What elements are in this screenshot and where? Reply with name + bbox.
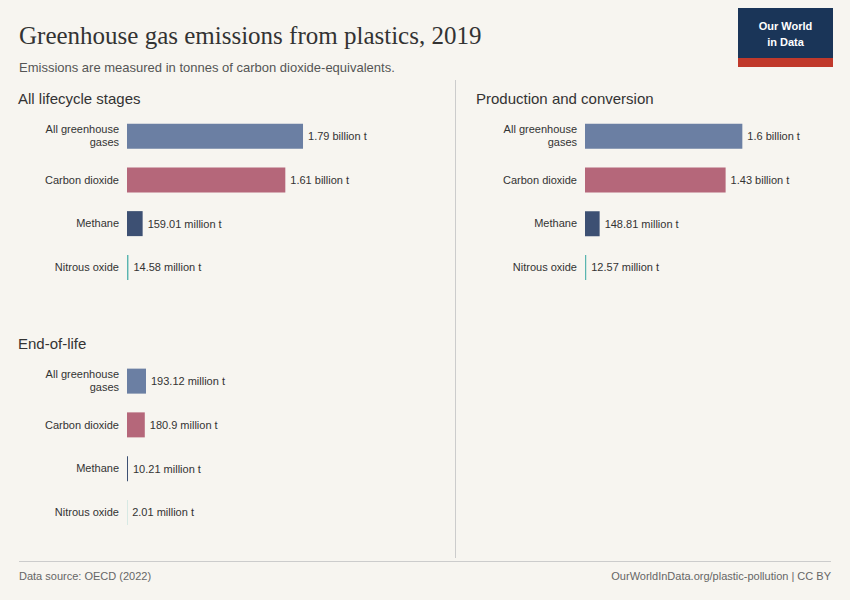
svg-text:All greenhousegases: All greenhousegases bbox=[504, 123, 578, 148]
svg-text:180.9 million t: 180.9 million t bbox=[150, 419, 218, 431]
svg-text:All greenhousegases: All greenhousegases bbox=[46, 368, 120, 393]
html-text:OurWorldInData.org/plastic-pol: OurWorldInData.org/plastic-pollution | C… bbox=[611, 570, 831, 582]
svg-text:1.61 billion t: 1.61 billion t bbox=[290, 174, 349, 186]
svg-text:Methane: Methane bbox=[76, 217, 119, 229]
svg-text:Nitrous oxide: Nitrous oxide bbox=[513, 261, 577, 273]
svg-text:12.57 million t: 12.57 million t bbox=[591, 261, 659, 273]
svg-text:Methane: Methane bbox=[534, 217, 577, 229]
svg-text:All greenhousegases: All greenhousegases bbox=[46, 123, 120, 148]
html-text:Production and conversion: Production and conversion bbox=[476, 90, 654, 107]
svg-text:193.12 million t: 193.12 million t bbox=[151, 375, 225, 387]
html-text:End-of-life: End-of-life bbox=[18, 335, 87, 352]
html-text:Emissions are measured in tonn: Emissions are measured in tonnes of carb… bbox=[19, 60, 395, 75]
html-text:Greenhouse gas emissions from: Greenhouse gas emissions from plastics, … bbox=[19, 22, 482, 49]
html-text:Data source: OECD (2022): Data source: OECD (2022) bbox=[19, 570, 152, 582]
svg-text:Carbon dioxide: Carbon dioxide bbox=[45, 419, 119, 431]
svg-text:1.79 billion t: 1.79 billion t bbox=[308, 130, 367, 142]
svg-text:Nitrous oxide: Nitrous oxide bbox=[55, 506, 119, 518]
svg-text:1.43 billion t: 1.43 billion t bbox=[731, 174, 790, 186]
svg-text:Nitrous oxide: Nitrous oxide bbox=[55, 261, 119, 273]
svg-text:2.01 million t: 2.01 million t bbox=[132, 506, 194, 518]
svg-text:1.6 billion t: 1.6 billion t bbox=[747, 130, 800, 142]
svg-text:159.01 million t: 159.01 million t bbox=[148, 218, 222, 230]
svg-text:14.58 million t: 14.58 million t bbox=[133, 261, 201, 273]
svg-text:10.21 million t: 10.21 million t bbox=[133, 463, 201, 475]
html-text:Our World: Our World bbox=[758, 20, 813, 32]
html-text:All lifecycle stages: All lifecycle stages bbox=[18, 90, 141, 107]
svg-text:148.81 million t: 148.81 million t bbox=[605, 218, 679, 230]
svg-text:Methane: Methane bbox=[76, 462, 119, 474]
svg-text:Carbon dioxide: Carbon dioxide bbox=[45, 174, 119, 186]
html-text:in Data: in Data bbox=[767, 36, 804, 48]
svg-text:Carbon dioxide: Carbon dioxide bbox=[503, 174, 577, 186]
